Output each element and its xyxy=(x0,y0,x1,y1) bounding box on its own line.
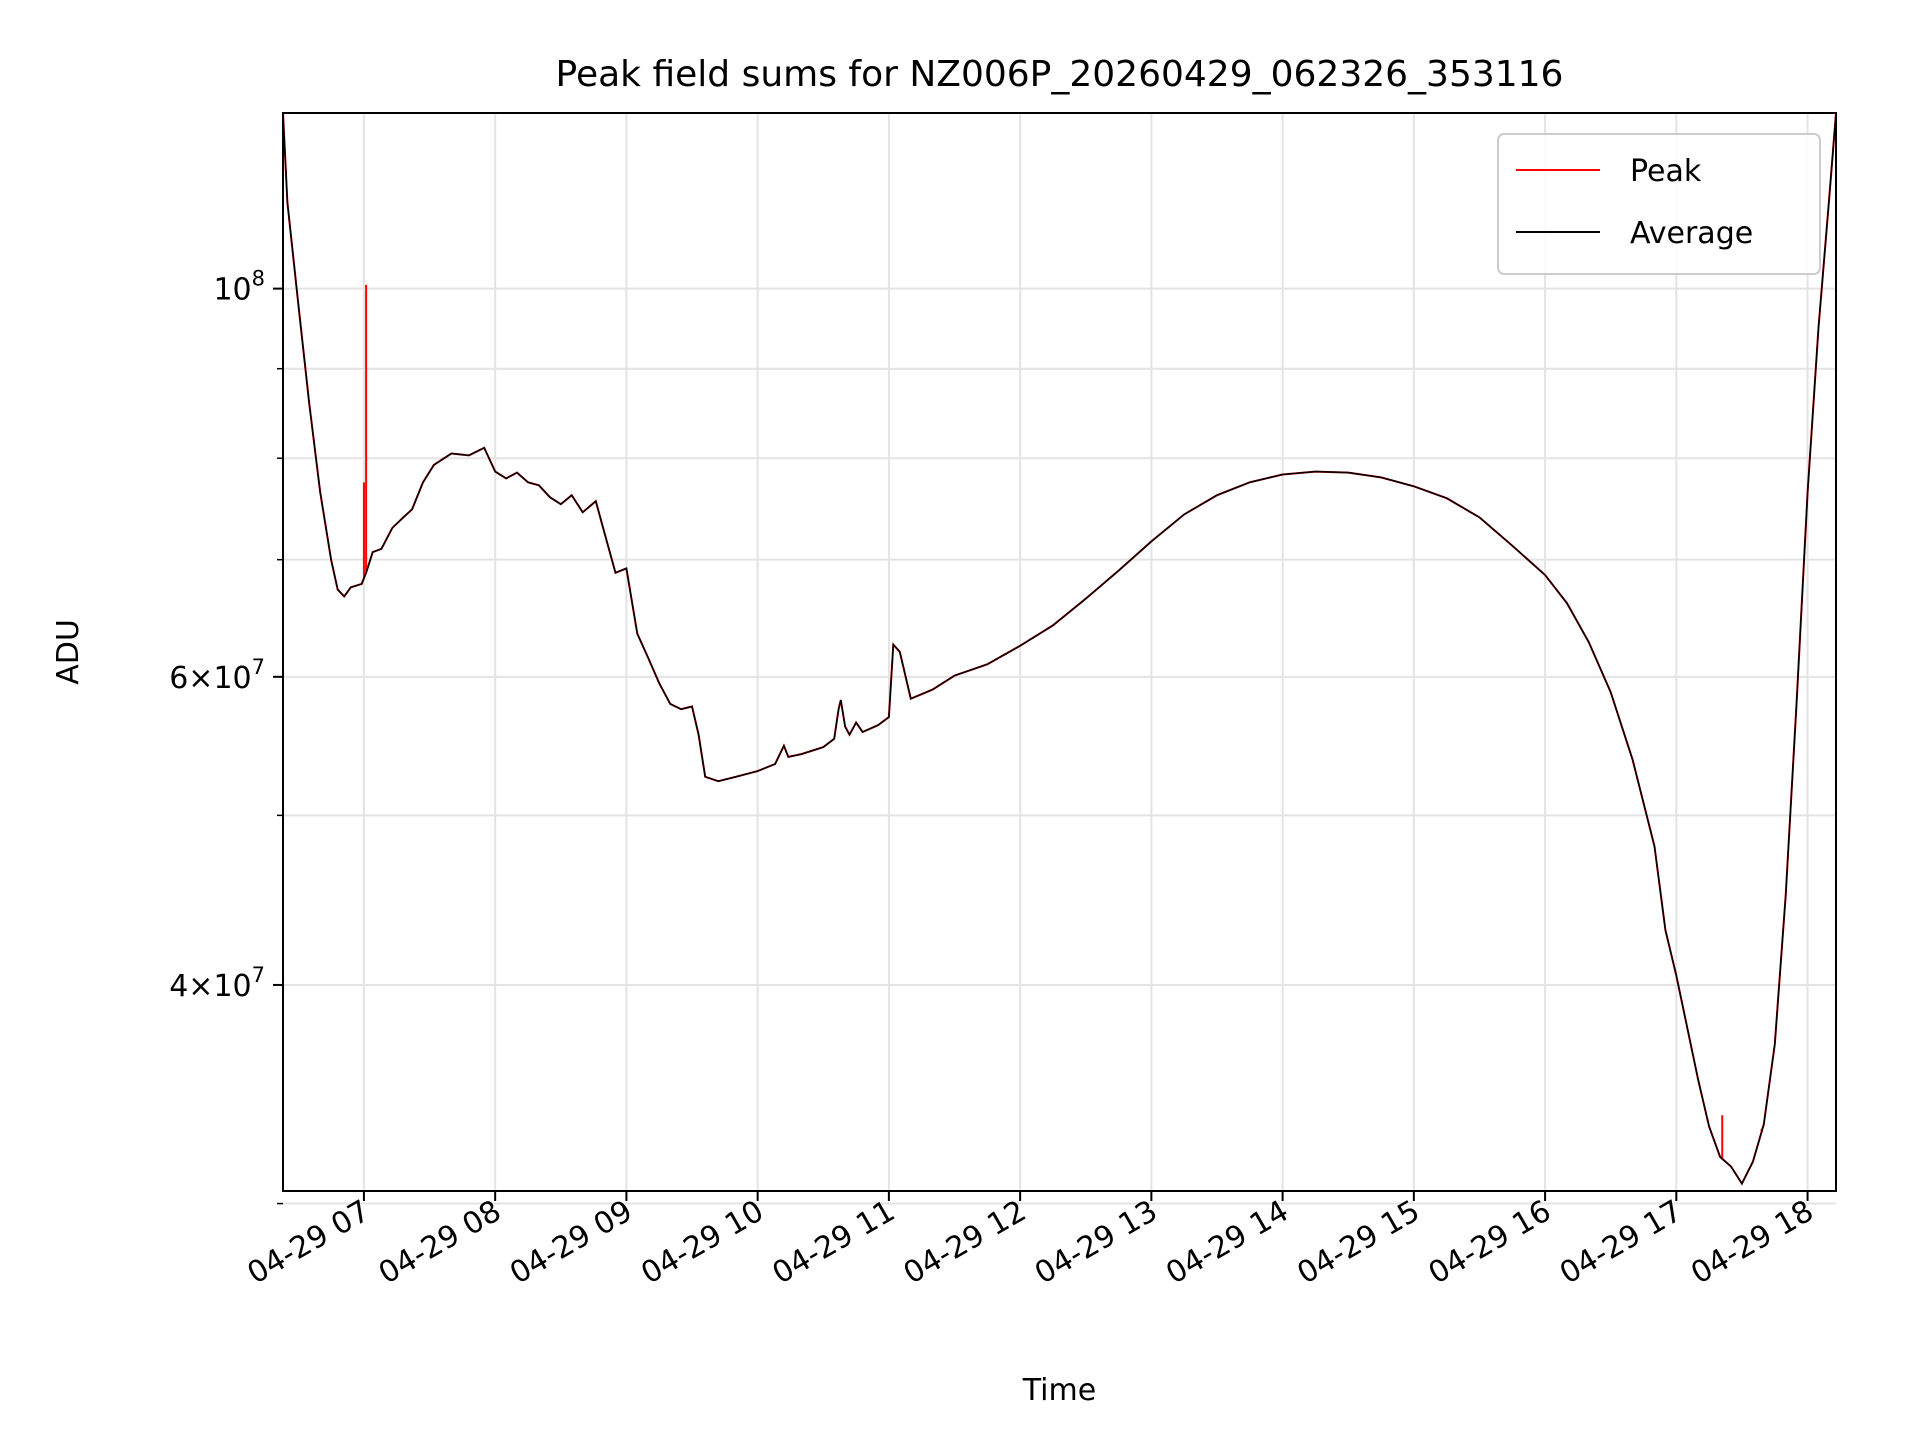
legend: Peak Average xyxy=(1497,133,1821,275)
chart-title: Peak field sums for NZ006P_20260429_0623… xyxy=(556,54,1564,95)
y-tick-mantissa: 4 xyxy=(169,969,188,1004)
y-tick-times: × xyxy=(188,969,213,1004)
x-axis-label: Time xyxy=(1022,1373,1096,1408)
grid xyxy=(283,113,1836,1205)
y-tick-label: 108 xyxy=(213,267,265,308)
y-tick-exponent: 7 xyxy=(252,963,265,987)
legend-label-peak: Peak xyxy=(1630,154,1702,189)
legend-label-average: Average xyxy=(1630,216,1753,251)
plot-frame xyxy=(282,112,1837,1192)
series-group xyxy=(283,113,1836,1186)
y-tick-exponent: 8 xyxy=(252,267,265,291)
y-axis-label: ADU xyxy=(51,619,86,685)
series-layer xyxy=(283,113,1836,1186)
series-line-average xyxy=(283,113,1836,1186)
y-tick-label: 4×107 xyxy=(169,963,265,1004)
y-tick-times: × xyxy=(188,661,213,696)
y-tick-mantissa: 6 xyxy=(169,661,188,696)
y-tick-exponent: 7 xyxy=(252,655,265,679)
y-tick-label: 6×107 xyxy=(169,655,265,696)
y-tick-base: 10 xyxy=(213,661,251,696)
y-tick-base: 10 xyxy=(213,273,251,308)
y-tick-base: 10 xyxy=(213,969,251,1004)
